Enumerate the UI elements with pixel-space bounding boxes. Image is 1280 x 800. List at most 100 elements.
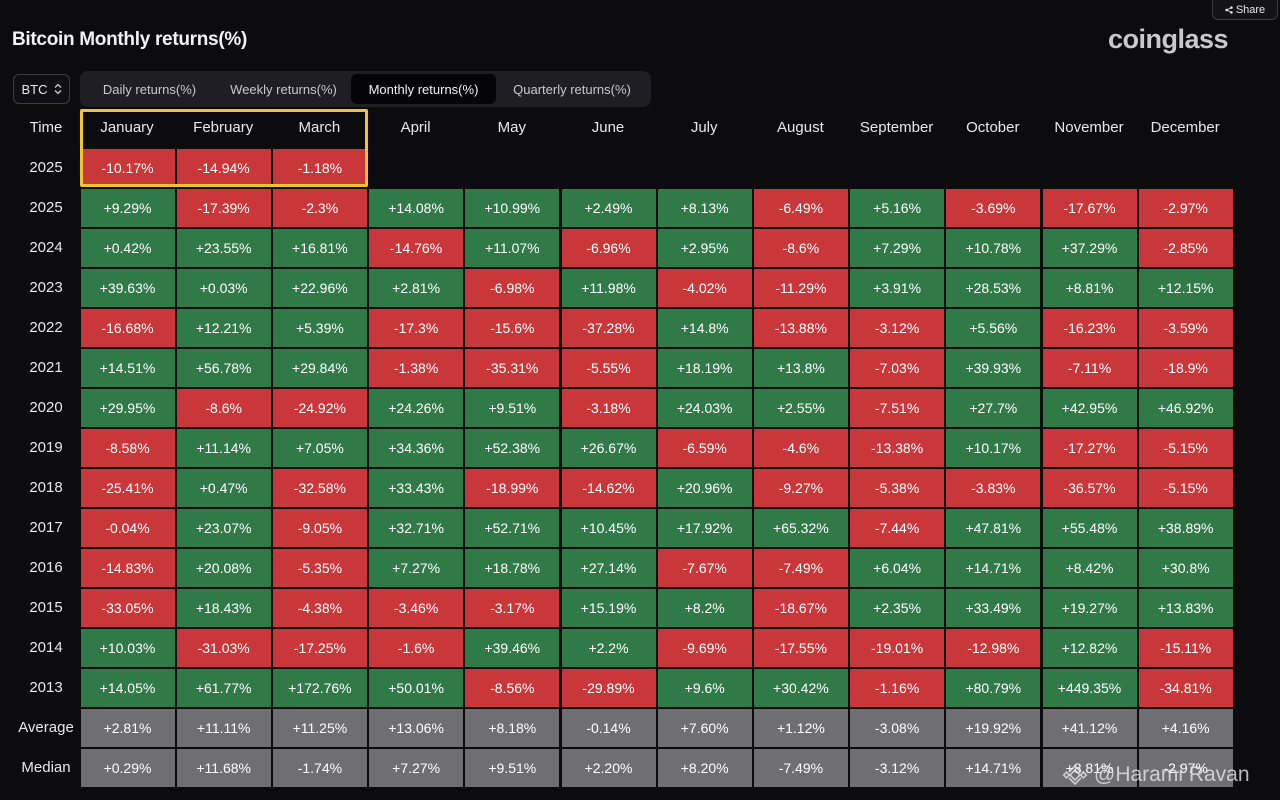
- return-cell: -7.11%: [1042, 348, 1137, 387]
- return-cell: -7.03%: [850, 348, 945, 387]
- return-cell: -24.92%: [272, 388, 367, 427]
- summary-cell: +7.60%: [657, 708, 752, 747]
- column-header-september: September: [859, 118, 934, 136]
- return-cell: +5.56%: [946, 308, 1041, 347]
- return-cell: +22.96%: [272, 268, 367, 307]
- return-cell: +14.05%: [80, 668, 175, 707]
- tab-quarterly-returns[interactable]: Quarterly returns(%): [513, 81, 631, 97]
- return-cell: +52.38%: [465, 428, 560, 467]
- summary-cell: -1.74%: [272, 748, 367, 787]
- summary-cell: -2.97%: [1138, 748, 1233, 787]
- return-cell: +33.49%: [946, 588, 1041, 627]
- return-cell: +13.8%: [753, 348, 848, 387]
- return-cell: -3.46%: [369, 588, 464, 627]
- tab-daily-returns[interactable]: Daily returns(%): [102, 81, 197, 97]
- return-cell: -6.96%: [561, 228, 656, 267]
- return-cell: +18.19%: [657, 348, 752, 387]
- summary-cell: -3.08%: [850, 708, 945, 747]
- tab-monthly-returns[interactable]: Monthly returns(%): [351, 74, 496, 104]
- row-label: 2018: [29, 478, 63, 496]
- return-cell: +29.84%: [272, 348, 367, 387]
- row-label: 2015: [29, 598, 63, 616]
- return-cell: -18.99%: [465, 468, 560, 507]
- return-cell: +20.08%: [176, 548, 271, 587]
- column-header-may: May: [497, 118, 526, 136]
- return-cell: -16.68%: [80, 308, 175, 347]
- return-cell: +23.55%: [176, 228, 271, 267]
- return-cell: +65.32%: [753, 508, 848, 547]
- return-cell: +12.15%: [1138, 268, 1233, 307]
- return-cell: +11.07%: [465, 228, 560, 267]
- return-cell: -3.12%: [850, 308, 945, 347]
- return-cell: +0.47%: [176, 468, 271, 507]
- share-label: Share: [1235, 3, 1266, 16]
- return-period-tabs: Daily returns(%) Weekly returns(%) Month…: [80, 71, 651, 107]
- return-cell: -5.15%: [1138, 468, 1233, 507]
- return-cell: -3.59%: [1138, 308, 1233, 347]
- tab-weekly-returns[interactable]: Weekly returns(%): [230, 81, 337, 97]
- return-cell: +55.48%: [1042, 508, 1137, 547]
- return-cell: -7.44%: [850, 508, 945, 547]
- return-cell: +12.21%: [176, 308, 271, 347]
- return-cell: +10.45%: [561, 508, 656, 547]
- summary-cell: +0.29%: [80, 748, 175, 787]
- return-cell: -9.27%: [753, 468, 848, 507]
- row-label: 2024: [29, 238, 63, 256]
- return-cell: +12.82%: [1042, 628, 1137, 667]
- share-button[interactable]: Share: [1212, 0, 1278, 20]
- return-cell: -33.05%: [80, 588, 175, 627]
- return-cell: -1.18%: [272, 148, 367, 187]
- return-cell: +39.63%: [80, 268, 175, 307]
- return-cell: -8.58%: [80, 428, 175, 467]
- return-cell: +29.95%: [80, 388, 175, 427]
- return-cell: -4.6%: [753, 428, 848, 467]
- page-title: Bitcoin Monthly returns(%): [12, 29, 247, 50]
- return-cell: +24.26%: [369, 388, 464, 427]
- return-cell: -0.04%: [80, 508, 175, 547]
- return-cell: +61.77%: [176, 668, 271, 707]
- return-cell: +10.99%: [465, 188, 560, 227]
- return-cell: -14.62%: [561, 468, 656, 507]
- return-cell: +10.17%: [946, 428, 1041, 467]
- return-cell: +9.51%: [465, 388, 560, 427]
- return-cell: +172.76%: [272, 668, 367, 707]
- column-header-december: December: [1150, 118, 1220, 136]
- return-cell: -3.18%: [561, 388, 656, 427]
- return-cell: +11.98%: [561, 268, 656, 307]
- summary-cell: +14.71%: [946, 748, 1041, 787]
- row-label: Median: [21, 758, 71, 776]
- return-cell: +28.53%: [946, 268, 1041, 307]
- row-label: 2014: [29, 638, 63, 656]
- return-cell: +2.95%: [657, 228, 752, 267]
- return-cell: +47.81%: [946, 508, 1041, 547]
- return-cell: -1.16%: [850, 668, 945, 707]
- return-cell: -5.38%: [850, 468, 945, 507]
- return-cell: +17.92%: [657, 508, 752, 547]
- return-cell: +39.93%: [946, 348, 1041, 387]
- return-cell: -14.76%: [369, 228, 464, 267]
- return-cell: -31.03%: [176, 628, 271, 667]
- return-cell: -18.67%: [753, 588, 848, 627]
- column-header-july: July: [690, 118, 718, 136]
- return-cell: -3.69%: [946, 188, 1041, 227]
- return-cell: -6.98%: [465, 268, 560, 307]
- return-cell: +39.46%: [465, 628, 560, 667]
- return-cell: -14.94%: [176, 148, 271, 187]
- summary-cell: +8.18%: [465, 708, 560, 747]
- return-cell: +3.91%: [850, 268, 945, 307]
- summary-cell: +13.06%: [369, 708, 464, 747]
- column-header-august: August: [777, 118, 824, 136]
- return-cell: -15.6%: [465, 308, 560, 347]
- row-label: 2019: [29, 438, 63, 456]
- chevron-up-down-icon: [54, 83, 61, 95]
- return-cell: -5.15%: [1138, 428, 1233, 467]
- return-cell: -17.67%: [1042, 188, 1137, 227]
- column-header-april: April: [400, 118, 431, 136]
- summary-cell: +2.81%: [80, 708, 175, 747]
- return-cell: +8.13%: [657, 188, 752, 227]
- column-header-march: March: [298, 118, 341, 136]
- watermark-text: @Harami Ravan: [1094, 763, 1250, 786]
- asset-select-value: BTC: [21, 81, 48, 97]
- asset-select[interactable]: BTC: [13, 74, 70, 104]
- return-cell: +9.29%: [80, 188, 175, 227]
